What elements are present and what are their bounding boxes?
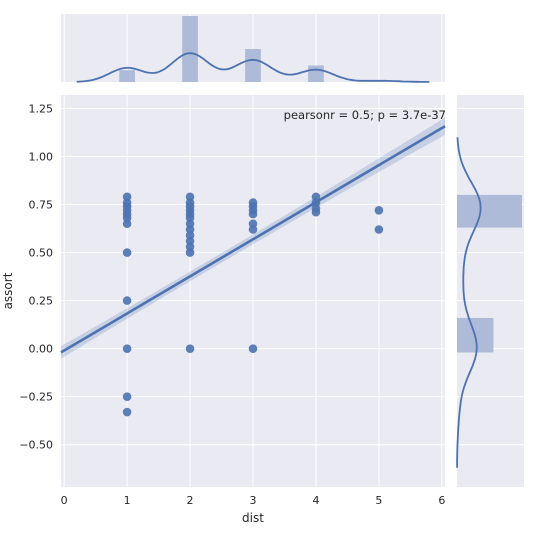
scatter-point [185,248,195,257]
marginal-x-bar [119,70,135,82]
y-tick-label: 0.00 [29,343,54,356]
scatter-point [374,205,384,215]
marginal-x-bar [245,49,261,82]
y-axis-label: assort [1,272,15,309]
x-tick-label: 2 [187,494,194,507]
scatter-point [122,344,132,353]
x-tick-label: 3 [250,494,257,507]
scatter-point [248,344,258,353]
y-tick-label: 0.25 [29,295,54,308]
scatter-point [248,225,258,234]
marginal-y-axes [456,95,524,487]
marginal-x-axes [61,14,445,83]
marginal-x-kde-line [76,52,430,83]
y-tick-label: −0.25 [19,391,53,404]
y-tick-label: 1.25 [29,102,54,115]
scatter-point [311,207,321,217]
marginal-x-bar [308,65,324,82]
x-tick-labels: 0 1 2 3 4 5 6 [61,494,446,507]
scatter-point [248,209,258,219]
marginal-y-bars [457,194,522,353]
scatter-point [122,219,132,229]
x-tick-label: 5 [375,494,382,507]
marginal-x-bar [182,16,198,82]
marginal-y-kde-line [456,137,482,468]
scatter-point [122,407,132,417]
x-axis-label: dist [242,511,264,525]
scatter-point [122,296,132,305]
regression-line [60,125,446,354]
scatter-point [122,248,132,257]
x-tick-label: 0 [61,494,68,507]
y-tick-labels: −0.50 −0.25 0.00 0.25 0.50 0.75 1.00 1.25 [19,102,53,451]
main-axes: 0 1 2 3 4 5 6 −0.50 −0.25 0.00 0.25 0.50 0.75 1.00 1.… [1,95,446,525]
x-tick-label: 4 [312,494,319,507]
y-tick-label: 1.00 [29,150,54,163]
x-tick-label: 1 [124,494,131,507]
y-tick-label: 0.75 [29,199,54,212]
scatter-point [374,225,384,234]
marginal-x-bars [119,16,324,82]
marginal-y-bar [457,194,522,228]
y-tick-label: −0.50 [19,439,53,452]
x-tick-label: 6 [438,494,445,507]
pearsonr-annotation: pearsonr = 0.5; p = 3.7e-37 [284,108,446,122]
y-tick-label: 0.50 [29,247,54,260]
marginal-y-background [457,95,524,487]
scatter-points [122,192,384,417]
scatter-point [185,344,195,353]
scatter-point [122,392,132,401]
